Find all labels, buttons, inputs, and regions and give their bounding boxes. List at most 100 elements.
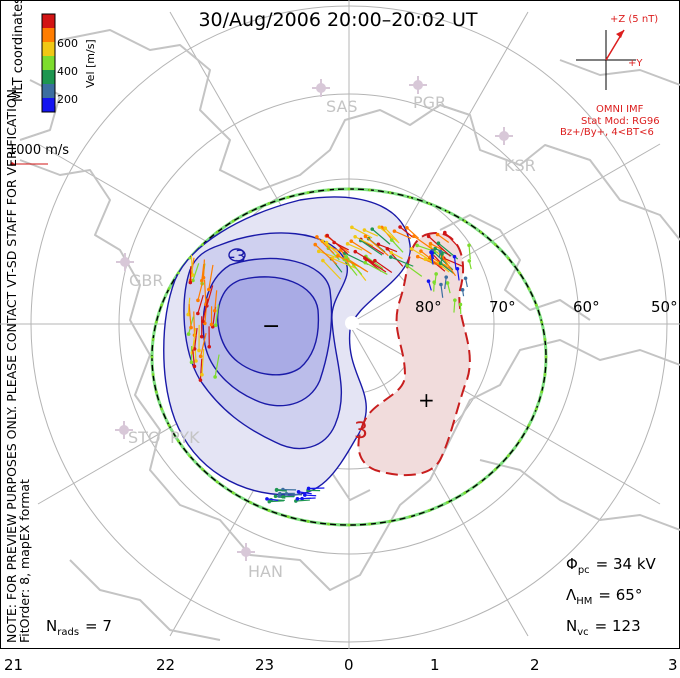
hmb-model-vector [518, 272, 521, 275]
velocity-vector-origin [213, 309, 217, 313]
velocity-vector-origin [201, 320, 205, 324]
colorbar-band [42, 70, 55, 84]
hmb-model-vector [201, 243, 204, 246]
hmb-model-vector [168, 424, 171, 427]
velocity-vector-origin [438, 249, 442, 253]
velocity-vector-origin [464, 276, 468, 280]
colorbar-band [42, 28, 55, 42]
mlt-label-22: 22 [156, 656, 175, 674]
hmb-model-vector [249, 210, 252, 213]
velocity-vector-origin [410, 247, 414, 251]
velocity-vector-origin [210, 323, 214, 327]
cell-center-positive: + [418, 388, 435, 412]
hmb-model-vector [188, 454, 191, 457]
hmb-model-vector [545, 356, 548, 359]
velocity-vector-origin [434, 272, 438, 276]
hmb-model-vector [155, 391, 158, 394]
velocity-vector-origin [296, 497, 300, 501]
station-label-sto: STO [128, 428, 161, 447]
velocity-vector-origin [430, 251, 434, 255]
velocity-vector-origin [427, 235, 431, 239]
colorbar-tick-400: 400 [57, 65, 78, 78]
hmb-model-vector [249, 501, 252, 504]
hmb-model-vector [327, 523, 330, 526]
velocity-vector-origin [265, 497, 269, 501]
station-label-pgr: PGR [413, 93, 446, 112]
velocity-vector-origin [453, 298, 457, 302]
mlt-label-23: 23 [255, 656, 274, 674]
hmb-model-vector [408, 515, 411, 518]
hmb-model-vector [160, 408, 163, 411]
hmb-model-vector [155, 321, 158, 324]
velocity-vector-origin [194, 359, 198, 363]
hmb-model-vector [535, 408, 538, 411]
hmb-model-vector [428, 202, 431, 205]
mlt-label-0: 0 [344, 656, 354, 674]
velocity-vector [297, 498, 311, 499]
velocity-vector-origin [439, 262, 443, 266]
velocity-vector-origin [285, 492, 289, 496]
velocity-vector-origin [419, 249, 423, 253]
velocity-vector-origin [200, 373, 204, 377]
velocity-vector-origin [196, 299, 200, 303]
velocity-vector-origin [353, 250, 357, 254]
hmb-model-vector [463, 220, 466, 223]
colorbar-band [42, 14, 55, 28]
imf-model-line2: Bz+/By+, 4<BT<6 [560, 127, 654, 138]
velocity-vector-origin [189, 326, 193, 330]
colorbar-unit-label: Vel [m/s] [84, 39, 97, 88]
velocity-vector-origin [389, 251, 393, 255]
colorbar-band [42, 84, 55, 98]
colorbar-band [42, 56, 55, 70]
hmb-model-vector [446, 501, 449, 504]
velocity-vector-origin [213, 375, 217, 379]
velocity-vector-origin [363, 228, 367, 232]
velocity-vector-origin [277, 494, 281, 498]
imf-model-line1: Stat Mod: RG96 [581, 116, 660, 127]
velocity-vector-origin [423, 257, 427, 261]
velocity-vector-origin [196, 312, 200, 316]
hmb-model-vector [528, 424, 531, 427]
hmb-model-vector [479, 231, 482, 234]
mlt-axis-labels: 21 22 23 0 1 2 3 [4, 656, 678, 674]
velocity-vector-origin [439, 283, 443, 287]
mlt-label-2: 2 [530, 656, 540, 674]
velocity-vector-origin [370, 227, 374, 231]
velocity-vector-origin [459, 303, 463, 307]
hmb-model-vector [232, 492, 235, 495]
hmb-model-vector [307, 191, 310, 194]
velocity-vector-origin [200, 279, 204, 283]
velocity-vector-origin [315, 235, 319, 239]
hmb-model-vector [368, 189, 371, 192]
hmb-model-vector [232, 220, 235, 223]
velocity-vector-origin [412, 234, 416, 238]
velocity-vector-origin [453, 255, 457, 259]
station-label-gbr: GBR [129, 271, 164, 290]
lat-label-80: 80° [415, 298, 442, 316]
stat-nvc: Nvc= 123 [566, 617, 641, 638]
velocity-vector-origin [416, 255, 420, 259]
hmb-model-vector [544, 338, 547, 341]
hmb-model-vector [544, 373, 547, 376]
velocity-vector-origin [444, 275, 448, 279]
hmb-model-vector [267, 509, 270, 512]
velocity-vector-origin [363, 256, 367, 260]
lat-label-70: 70° [489, 298, 516, 316]
velocity-vector-origin [200, 335, 204, 339]
hmb-model-vector [287, 196, 290, 199]
velocity-vector-origin [207, 345, 211, 349]
velocity-vector-origin [190, 360, 194, 364]
velocity-vector-origin [303, 493, 307, 497]
velocity-vector-origin [383, 226, 387, 230]
velocity-vector-origin [321, 259, 325, 263]
velocity-vector-origin [467, 259, 471, 263]
velocity-vector-origin [446, 281, 450, 285]
hmb-model-vector [535, 304, 538, 307]
velocity-vector-origin [405, 226, 409, 230]
hmb-model-vector [368, 523, 371, 526]
hmb-model-vector [307, 520, 310, 523]
colorbar-band [42, 42, 55, 56]
velocity-vector-origin [336, 254, 340, 258]
hmb-model-vector [152, 338, 155, 341]
velocity-vector-origin [461, 288, 465, 292]
